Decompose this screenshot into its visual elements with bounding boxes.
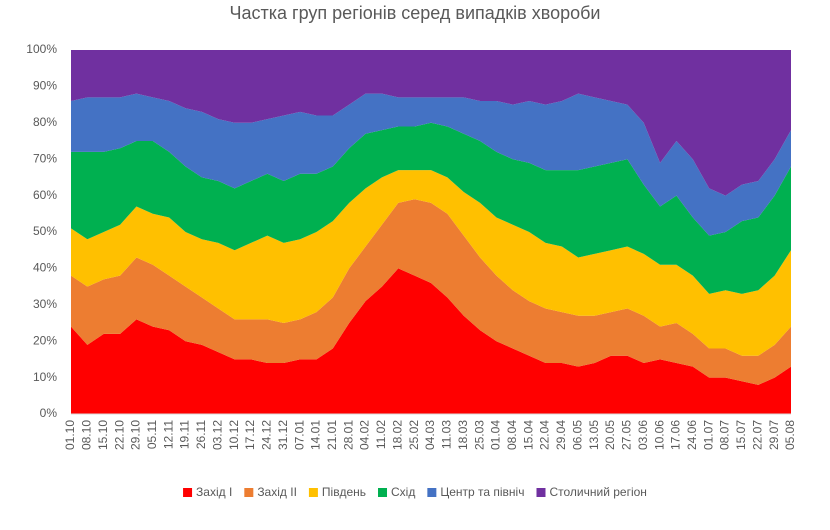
x-tick-label: 05.11 [145,420,159,449]
y-tick-label: 90% [33,79,57,93]
x-tick-label: 10.06 [652,420,666,450]
x-tick-label: 03.06 [636,420,650,450]
area [71,268,791,414]
x-tick-label: 12.11 [161,420,175,449]
legend-label: Схід [391,485,415,499]
legend-swatch [536,488,546,497]
legend-label: Центр та північ [440,485,524,499]
x-tick-label: 04.03 [423,420,437,450]
legend-label: Захід I [196,485,232,499]
x-tick-label: 28.01 [341,420,355,450]
x-tick-label: 27.05 [620,420,634,450]
x-tick-label: 22.07 [750,420,764,450]
y-tick-label: 50% [33,224,57,238]
y-tick-label: 80% [33,115,57,129]
x-tick-label: 29.10 [129,420,143,450]
x-tick-label: 17.06 [669,420,683,450]
legend-swatch [378,488,388,497]
y-tick-label: 70% [33,151,57,165]
x-tick-label: 01.10 [63,420,77,450]
x-tick-label: 05.08 [783,420,797,450]
area [71,122,791,294]
x-tick-label: 17.12 [243,420,257,450]
y-tick-label: 20% [33,333,57,347]
x-tick-label: 08.04 [505,420,519,450]
legend-label: Південь [322,485,366,499]
y-tick-label: 60% [33,188,57,202]
x-tick-label: 11.02 [374,420,388,449]
legend-swatch [183,488,193,497]
x-tick-label: 10.12 [227,420,241,450]
y-tick-label: 10% [33,370,57,384]
legend-label: Захід II [257,485,297,499]
x-tick-label: 19.11 [178,420,192,449]
y-tick-label: 40% [33,261,57,275]
x-tick-label: 29.04 [554,420,568,450]
x-tick-label: 18.03 [456,420,470,450]
x-tick-label: 24.06 [685,420,699,450]
x-tick-label: 13.05 [587,420,601,450]
legend-swatch [308,488,318,497]
x-tick-label: 03.12 [210,420,224,450]
x-tick-label: 22.10 [112,420,126,450]
x-tick-label: 18.02 [390,420,404,450]
x-tick-label: 04.02 [358,420,372,450]
x-tick-label: 25.03 [472,420,486,450]
x-tick-label: 01.04 [489,420,503,450]
x-tick-label: 29.07 [767,420,781,450]
area [71,170,791,356]
x-tick-label: 15.10 [96,420,110,450]
y-tick-label: 0% [40,406,58,420]
x-tick-label: 22.04 [538,420,552,450]
x-tick-label: 31.12 [276,420,290,450]
y-tick-label: 30% [33,297,57,311]
x-tick-label: 24.12 [260,420,274,450]
legend-swatch [427,488,437,497]
x-tick-label: 01.07 [701,420,715,450]
x-tick-label: 26.11 [194,420,208,449]
y-tick-label: 100% [26,42,57,56]
x-tick-label: 15.07 [734,420,748,450]
x-tick-label: 08.07 [718,420,732,450]
x-tick-label: 25.02 [407,420,421,450]
chart-title: Частка груп регіонів серед випадків хвор… [230,3,601,23]
area [71,93,791,236]
area [71,50,791,196]
x-tick-label: 20.05 [603,420,617,450]
x-tick-label: 14.01 [309,420,323,450]
area [71,199,791,385]
x-tick-label: 15.04 [521,420,535,450]
x-tick-label: 06.05 [570,420,584,450]
legend-label: Столичний регіон [549,485,646,499]
x-tick-label: 08.10 [80,420,94,450]
x-tick-label: 07.01 [292,420,306,450]
x-tick-label: 21.01 [325,420,339,450]
x-tick-label: 11.03 [440,420,454,449]
legend-swatch [244,488,254,497]
